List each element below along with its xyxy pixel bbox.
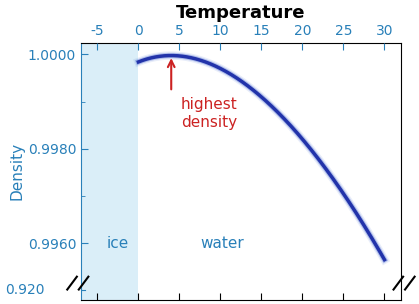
Text: ice: ice (107, 236, 129, 251)
Y-axis label: Density: Density (10, 142, 25, 200)
Bar (81, 43, 138, 300)
Text: highest
density: highest density (181, 97, 238, 130)
Text: water: water (200, 236, 244, 251)
Text: 0.920: 0.920 (5, 282, 44, 296)
X-axis label: Temperature: Temperature (176, 4, 306, 22)
